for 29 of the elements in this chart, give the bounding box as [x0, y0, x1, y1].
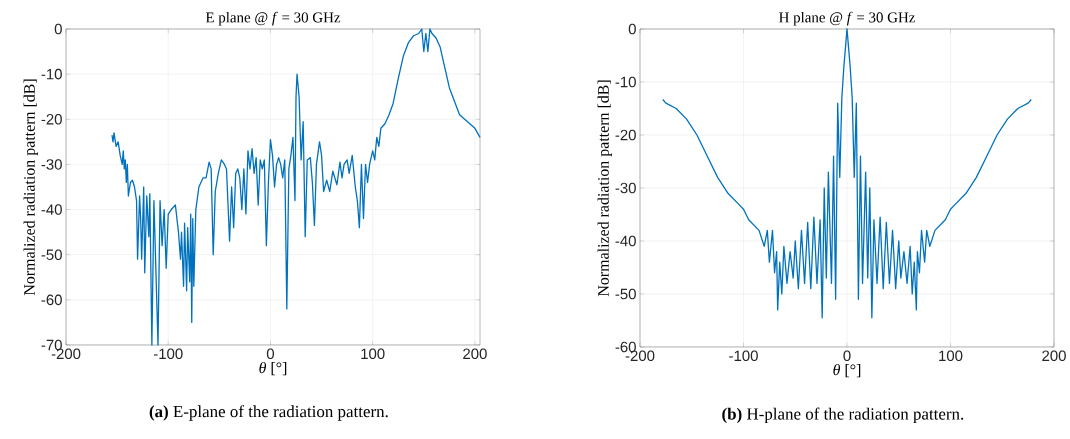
x-tick-label: 100: [361, 348, 385, 360]
chart-title: E plane @ f = 30 GHz: [205, 11, 341, 26]
text: (b) H-plane of the radiation pattern.: [722, 407, 964, 424]
x-tick-label: 200: [463, 348, 487, 360]
y-tick-label: -30: [41, 159, 62, 170]
y-tick-label: -60: [41, 294, 62, 306]
text: (a) E-plane of the radiation pattern.: [149, 405, 388, 421]
y-tick-label: -50: [615, 288, 636, 300]
y-tick-label: -40: [615, 235, 636, 247]
x-axis-title: θ [°]: [833, 363, 861, 378]
y-tick-label: 0: [54, 23, 62, 35]
y-tick-label: -20: [615, 129, 636, 141]
x-tick-label: 0: [843, 350, 851, 362]
y-tick-label: -20: [41, 113, 62, 125]
x-axis-title: θ [°]: [259, 361, 287, 376]
x-tick-label: 0: [266, 348, 275, 360]
x-tick-label: -100: [729, 350, 758, 362]
y-axis-title: Normalized radiation pattern [dB]: [597, 80, 613, 297]
x-tick-label: 200: [1042, 350, 1066, 362]
y-tick-label: -10: [41, 68, 62, 80]
y-tick-label: 0: [628, 23, 636, 35]
x-tick-label: 100: [939, 350, 963, 362]
chart-title: H plane @ f = 30 GHz: [779, 11, 915, 26]
y-tick-label: -50: [41, 249, 62, 260]
y-tick-label: -40: [41, 204, 62, 215]
y-axis-title: Normalized radiation pattern [dB]: [23, 79, 39, 296]
x-tick-label: -100: [153, 348, 183, 360]
y-tick-label: -10: [615, 76, 636, 88]
y-tick-label: -30: [615, 182, 636, 194]
